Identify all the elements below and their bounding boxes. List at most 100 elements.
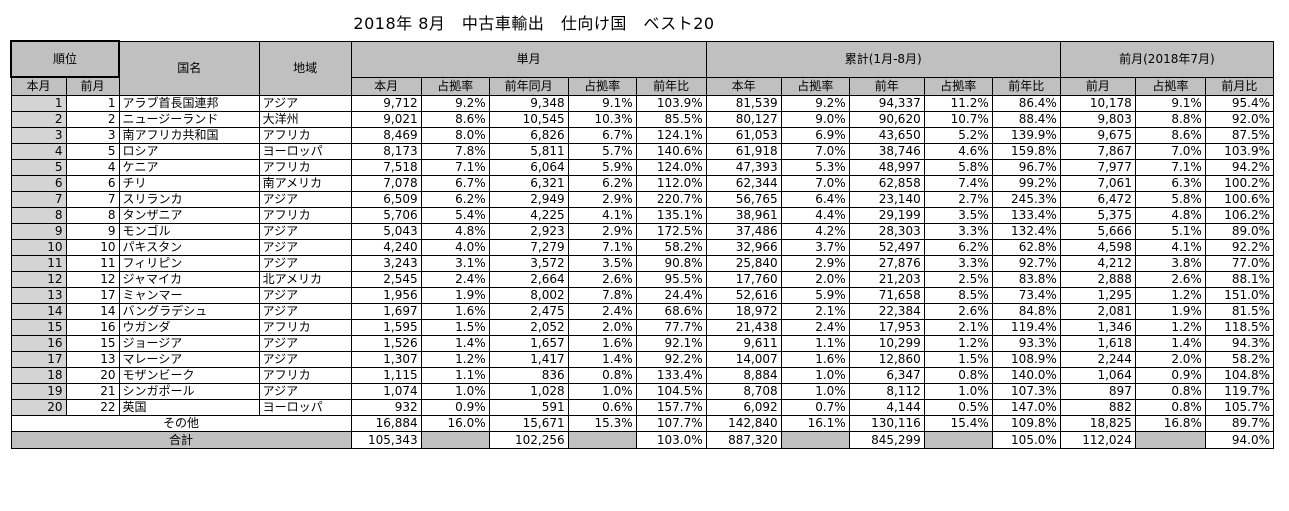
c-share-cell: 0.7%	[780, 399, 850, 416]
m-share-cell: 6.2%	[420, 191, 490, 208]
c-prev-year-cell: 17,953	[848, 319, 925, 336]
m-yoy-cell: 133.4%	[635, 367, 707, 384]
m-this-cell: 8,173	[350, 143, 422, 160]
c-this-cell: 47,393	[705, 159, 782, 176]
p-ratio-cell: 104.8%	[1204, 367, 1275, 384]
total-c-this: 887,320	[705, 431, 782, 449]
c-this-cell: 61,918	[705, 143, 782, 160]
m-share-cell: 8.6%	[420, 111, 490, 128]
rank-this-cell: 4	[10, 143, 67, 160]
table-row: 11 11 フィリピン アジア 3,243 3.1% 3,572 3.5% 90.8% 25,84…	[10, 255, 1275, 272]
m-share-cell: 7.1%	[420, 159, 490, 176]
p-ratio-cell: 94.2%	[1204, 159, 1275, 176]
c-share2-cell: 0.8%	[923, 367, 993, 384]
c-prev-year-cell: 52,497	[848, 239, 925, 256]
m-share2-cell: 4.1%	[567, 207, 637, 224]
m-prev-year-header: 前年同月	[488, 76, 569, 96]
rank-prev-cell: 14	[65, 303, 120, 320]
rank-prev-cell: 4	[65, 159, 120, 176]
c-share2-cell: 2.5%	[923, 271, 993, 288]
c-yoy-cell: 159.8%	[991, 143, 1061, 160]
rank-prev-cell: 20	[65, 367, 120, 384]
table-row: 4 5 ロシア ヨーロッパ 8,173 7.8% 5,811 5.7% 140.6% 61,918…	[10, 143, 1275, 160]
c-yoy-cell: 92.7%	[991, 255, 1061, 272]
country-header: 国名	[118, 40, 260, 96]
m-share-cell: 2.4%	[420, 271, 490, 288]
m-share2-header: 占拠率	[567, 76, 637, 96]
region-cell: アジア	[258, 223, 352, 240]
c-yoy-cell: 108.9%	[991, 351, 1061, 368]
c-yoy-cell: 88.4%	[991, 111, 1061, 128]
p-share-cell: 4.8%	[1134, 207, 1206, 224]
m-this-cell: 3,243	[350, 255, 422, 272]
c-share2-cell: 3.3%	[923, 223, 993, 240]
c-share-cell: 2.0%	[780, 271, 850, 288]
c-prev-year-cell: 29,199	[848, 207, 925, 224]
country-cell: シンガポール	[118, 383, 260, 400]
c-prev-year-cell: 71,658	[848, 287, 925, 304]
c-this-cell: 6,092	[705, 399, 782, 416]
m-share2-cell: 9.1%	[567, 95, 637, 112]
c-share-cell: 6.9%	[780, 127, 850, 144]
table-row: 12 12 ジャマイカ 北アメリカ 2,545 2.4% 2,664 2.6% 95.5% 17,…	[10, 271, 1275, 288]
rank-prev-cell: 22	[65, 399, 120, 416]
c-prev-year-cell: 8,112	[848, 383, 925, 400]
region-cell: アフリカ	[258, 319, 352, 336]
m-share-cell: 3.1%	[420, 255, 490, 272]
m-yoy-cell: 124.1%	[635, 127, 707, 144]
m-this-cell: 7,078	[350, 175, 422, 192]
m-prev-year-cell: 6,321	[488, 175, 569, 192]
total-blank	[923, 431, 993, 449]
m-this-cell: 9,021	[350, 111, 422, 128]
c-share2-cell: 3.3%	[923, 255, 993, 272]
c-this-cell: 56,765	[705, 191, 782, 208]
p-prev-cell: 5,375	[1059, 207, 1136, 224]
c-yoy-cell: 139.9%	[991, 127, 1061, 144]
table-row: 2 2 ニュージーランド 大洋州 9,021 8.6% 10,545 10.3% 85.5% 80…	[10, 111, 1275, 128]
p-share-cell: 0.8%	[1134, 383, 1206, 400]
m-share-cell: 9.2%	[420, 95, 490, 112]
rank-prev-cell: 7	[65, 191, 120, 208]
c-this-cell: 61,053	[705, 127, 782, 144]
p-share-cell: 5.8%	[1134, 191, 1206, 208]
country-cell: チリ	[118, 175, 260, 192]
p-prev-header: 前月	[1059, 76, 1136, 96]
m-share-header: 占拠率	[420, 76, 490, 96]
region-cell: 大洋州	[258, 111, 352, 128]
country-cell: マレーシア	[118, 351, 260, 368]
m-share-cell: 7.8%	[420, 143, 490, 160]
m-this-cell: 1,526	[350, 335, 422, 352]
p-share-cell: 4.1%	[1134, 239, 1206, 256]
c-this-cell: 14,007	[705, 351, 782, 368]
p-share-cell: 1.2%	[1134, 319, 1206, 336]
m-share2-cell: 2.6%	[567, 271, 637, 288]
m-yoy-cell: 157.7%	[635, 399, 707, 416]
region-cell: アジア	[258, 351, 352, 368]
m-yoy-cell: 124.0%	[635, 159, 707, 176]
m-yoy-cell: 135.1%	[635, 207, 707, 224]
m-share2-cell: 6.7%	[567, 127, 637, 144]
m-yoy-cell: 58.2%	[635, 239, 707, 256]
c-share-cell: 1.0%	[780, 367, 850, 384]
m-yoy-cell: 92.2%	[635, 351, 707, 368]
p-prev-cell: 1,064	[1059, 367, 1136, 384]
region-cell: ヨーロッパ	[258, 143, 352, 160]
c-share-cell: 1.6%	[780, 351, 850, 368]
country-cell: ウガンダ	[118, 319, 260, 336]
c-this-cell: 9,611	[705, 335, 782, 352]
c-share2-cell: 0.5%	[923, 399, 993, 416]
p-prev-cell: 7,977	[1059, 159, 1136, 176]
region-cell: アジア	[258, 95, 352, 112]
others-cell: 15.4%	[923, 415, 993, 432]
country-cell: スリランカ	[118, 191, 260, 208]
country-cell: フィリピン	[118, 255, 260, 272]
header-row-1: 順位 国名 地域 単月 累計(1月-8月) 前月(2018年7月)	[9, 40, 1275, 96]
total-blank	[420, 431, 490, 449]
p-prev-cell: 4,598	[1059, 239, 1136, 256]
region-cell: 北アメリカ	[258, 271, 352, 288]
country-cell: ジャマイカ	[118, 271, 260, 288]
page-title: 2018年 8月 中古車輸出 仕向け国 ベスト20	[353, 14, 715, 33]
c-this-cell: 8,884	[705, 367, 782, 384]
m-share-cell: 1.0%	[420, 383, 490, 400]
p-share-cell: 1.9%	[1134, 303, 1206, 320]
